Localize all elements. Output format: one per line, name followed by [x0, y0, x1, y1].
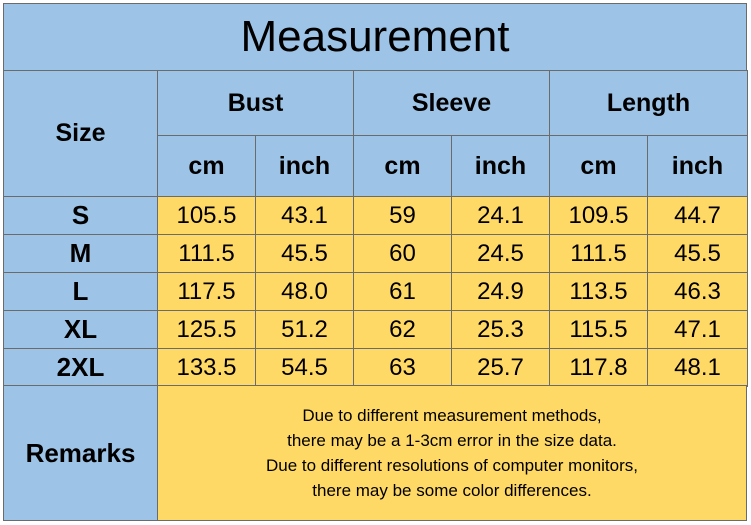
unit-header: inch	[451, 135, 550, 197]
group-header: Length	[549, 70, 748, 136]
data-cell: 46.3	[647, 272, 748, 311]
group-header: Sleeve	[353, 70, 550, 136]
data-cell: 111.5	[157, 234, 256, 273]
size-label: L	[3, 272, 158, 311]
unit-header: cm	[157, 135, 256, 197]
data-cell: 133.5	[157, 348, 256, 387]
data-cell: 24.1	[451, 196, 550, 235]
data-cell: 113.5	[549, 272, 648, 311]
data-cell: 60	[353, 234, 452, 273]
data-cell: 43.1	[255, 196, 354, 235]
remark-line: Due to different measurement methods,	[302, 406, 602, 425]
unit-header: cm	[549, 135, 648, 197]
data-cell: 109.5	[549, 196, 648, 235]
data-cell: 111.5	[549, 234, 648, 273]
data-cell: 48.0	[255, 272, 354, 311]
data-cell: 47.1	[647, 310, 748, 349]
size-label: XL	[3, 310, 158, 349]
remarks-text: Due to different measurement methods, the…	[157, 385, 747, 521]
data-cell: 48.1	[647, 348, 748, 387]
unit-header: cm	[353, 135, 452, 197]
remark-line: there may be some color differences.	[312, 481, 592, 500]
data-cell: 51.2	[255, 310, 354, 349]
data-cell: 54.5	[255, 348, 354, 387]
data-cell: 45.5	[647, 234, 748, 273]
remark-line: Due to different resolutions of computer…	[266, 456, 638, 475]
data-cell: 115.5	[549, 310, 648, 349]
size-header: Size	[3, 70, 158, 197]
data-cell: 62	[353, 310, 452, 349]
data-cell: 24.5	[451, 234, 550, 273]
data-cell: 125.5	[157, 310, 256, 349]
remarks-label: Remarks	[3, 385, 158, 521]
data-cell: 59	[353, 196, 452, 235]
remark-line: there may be a 1-3cm error in the size d…	[287, 431, 617, 450]
data-cell: 24.9	[451, 272, 550, 311]
unit-header: inch	[255, 135, 354, 197]
data-cell: 63	[353, 348, 452, 387]
data-cell: 117.5	[157, 272, 256, 311]
group-header: Bust	[157, 70, 354, 136]
data-cell: 25.3	[451, 310, 550, 349]
data-cell: 117.8	[549, 348, 648, 387]
title: Measurement	[3, 3, 747, 71]
data-cell: 45.5	[255, 234, 354, 273]
data-cell: 105.5	[157, 196, 256, 235]
size-label: S	[3, 196, 158, 235]
data-cell: 44.7	[647, 196, 748, 235]
data-cell: 25.7	[451, 348, 550, 387]
size-label: 2XL	[3, 348, 158, 387]
unit-header: inch	[647, 135, 748, 197]
size-label: M	[3, 234, 158, 273]
data-cell: 61	[353, 272, 452, 311]
